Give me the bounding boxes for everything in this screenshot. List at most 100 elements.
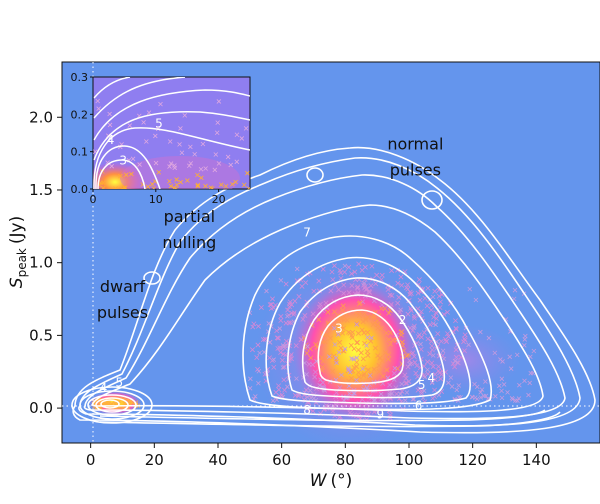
scatter-point bbox=[245, 170, 250, 176]
scatter-point bbox=[303, 280, 309, 286]
scatter-point bbox=[372, 313, 378, 319]
scatter-point bbox=[348, 375, 354, 381]
x-axis-ticks: 0 20 40 60 80 100 120 140 bbox=[86, 443, 551, 469]
annotation-label: partial bbox=[164, 207, 216, 226]
scatter-point bbox=[408, 291, 414, 297]
scatter-point bbox=[288, 352, 294, 358]
scatter-point bbox=[364, 349, 370, 355]
scatter-point bbox=[214, 130, 220, 136]
scatter-point bbox=[418, 341, 423, 347]
y-tick-label: 2.0 bbox=[29, 108, 53, 126]
scatter-point bbox=[387, 341, 393, 347]
scatter-point bbox=[339, 372, 344, 378]
scatter-point bbox=[346, 383, 352, 389]
scatter-point bbox=[137, 162, 142, 167]
scatter-point bbox=[478, 329, 483, 335]
scatter-point bbox=[444, 309, 450, 315]
scatter-point bbox=[509, 395, 515, 401]
region-annotations: normal pulses partial nulling dwarf pulses bbox=[97, 134, 444, 322]
scatter-point bbox=[168, 183, 174, 189]
scatter-point bbox=[404, 380, 410, 386]
scatter-point bbox=[417, 386, 423, 392]
scatter-point bbox=[223, 183, 229, 189]
scatter-point bbox=[208, 185, 214, 189]
scatter-point bbox=[378, 391, 384, 397]
scatter-point bbox=[461, 336, 467, 342]
contour-label: 7 bbox=[303, 226, 311, 240]
scatter-point bbox=[448, 375, 454, 380]
scatter-point bbox=[285, 313, 290, 319]
scatter-point bbox=[417, 297, 423, 303]
scatter-point bbox=[472, 381, 477, 387]
x-axis-label: W (°) bbox=[310, 471, 353, 491]
scatter-point bbox=[359, 327, 365, 333]
inset-contour-labels: 34 5 bbox=[107, 116, 163, 167]
scatter-point bbox=[307, 388, 313, 393]
scatter-point bbox=[433, 316, 439, 321]
scatter-point bbox=[167, 164, 172, 169]
y-tick-label: 1.5 bbox=[29, 181, 53, 199]
scatter-point bbox=[291, 310, 297, 316]
scatter-point bbox=[373, 281, 379, 287]
scatter-point bbox=[425, 359, 431, 365]
scatter-point bbox=[340, 303, 346, 309]
scatter-point bbox=[436, 392, 442, 398]
scatter-point bbox=[353, 310, 359, 316]
scatter-point bbox=[341, 317, 347, 323]
scatter-point bbox=[411, 396, 417, 402]
scatter-point bbox=[445, 331, 451, 337]
scatter-point bbox=[346, 264, 352, 270]
scatter-point bbox=[178, 126, 183, 131]
scatter-point bbox=[250, 324, 256, 330]
scatter-point bbox=[310, 408, 316, 414]
x-tick-label: 0 bbox=[86, 451, 96, 469]
scatter-point bbox=[354, 355, 360, 361]
scatter-point bbox=[280, 365, 286, 370]
scatter-point bbox=[320, 364, 325, 370]
scatter-point bbox=[478, 395, 484, 400]
scatter-point bbox=[342, 346, 348, 352]
scatter-point bbox=[505, 390, 510, 395]
scatter-point bbox=[371, 298, 377, 304]
scatter-point bbox=[360, 319, 366, 325]
scatter-point bbox=[441, 356, 447, 362]
scatter-point bbox=[156, 169, 162, 175]
scatter-point bbox=[268, 306, 274, 312]
scatter-point bbox=[405, 352, 411, 358]
scatter-point bbox=[422, 374, 428, 380]
scatter-point bbox=[269, 301, 275, 307]
scatter-point bbox=[153, 133, 158, 139]
scatter-point bbox=[483, 393, 489, 399]
scatter-point bbox=[349, 283, 355, 289]
inset-contour-lines bbox=[93, 77, 250, 189]
scatter-point bbox=[356, 261, 362, 267]
scatter-point bbox=[370, 322, 376, 328]
scatter-point bbox=[430, 294, 436, 300]
scatter-point bbox=[185, 178, 190, 183]
scatter-point bbox=[486, 335, 492, 341]
scatter-point bbox=[492, 350, 498, 356]
scatter-point bbox=[399, 282, 405, 288]
contour-label: 4 bbox=[100, 381, 108, 395]
scatter-point bbox=[317, 304, 323, 310]
scatter-point bbox=[149, 181, 155, 187]
scatter-point bbox=[278, 313, 284, 319]
scatter-point bbox=[305, 344, 310, 349]
scatter-point bbox=[497, 383, 502, 389]
scatter-point bbox=[216, 161, 222, 166]
scatter-point bbox=[514, 352, 520, 358]
scatter-point bbox=[271, 357, 277, 362]
scatter-point bbox=[369, 335, 374, 341]
scatter-point bbox=[411, 353, 417, 359]
scatter-point bbox=[340, 330, 345, 336]
scatter-point bbox=[349, 271, 355, 277]
scatter-point bbox=[526, 392, 531, 398]
scatter-point bbox=[322, 339, 328, 345]
scatter-point bbox=[346, 290, 352, 296]
scatter-point bbox=[118, 173, 123, 179]
scatter-point bbox=[288, 356, 294, 362]
scatter-point bbox=[182, 113, 188, 118]
scatter-point bbox=[320, 266, 326, 272]
scatter-point bbox=[499, 388, 504, 394]
